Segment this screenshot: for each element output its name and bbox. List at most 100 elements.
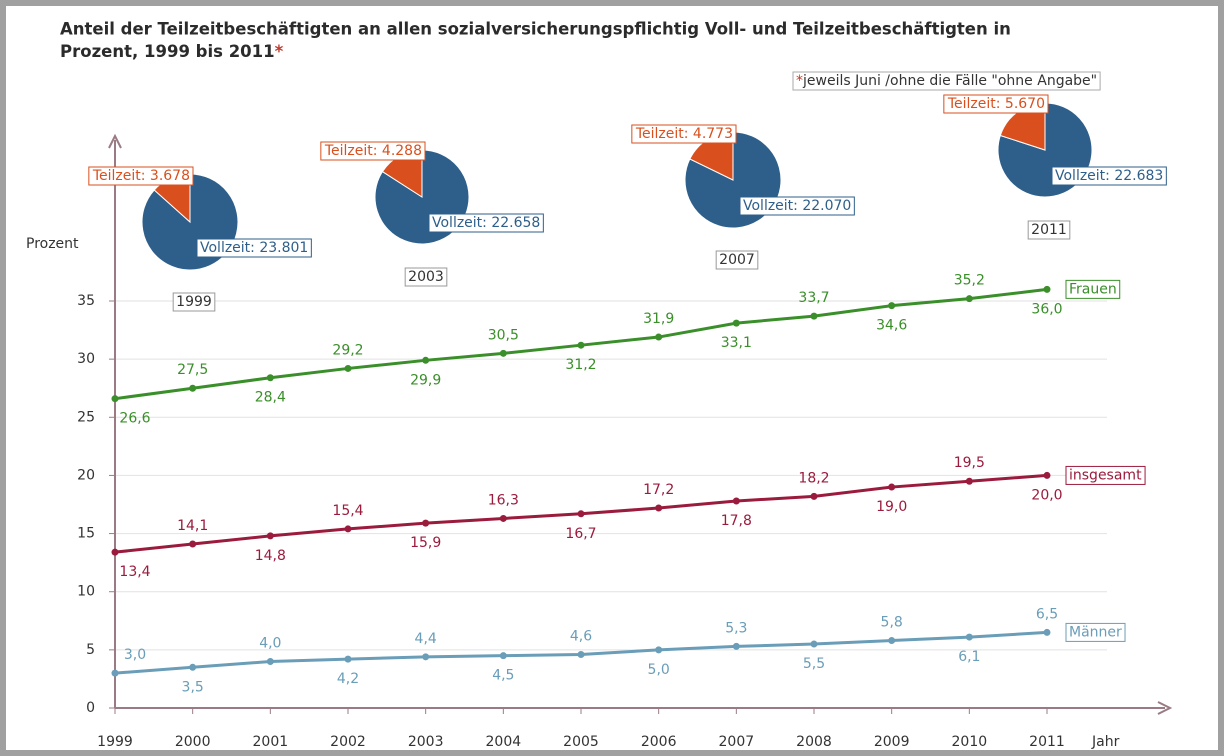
label-box bbox=[1065, 279, 1121, 299]
footnote: *jeweils Juni /ohne die Fälle "ohne Anga… bbox=[796, 73, 1097, 89]
data-label: 19,0 bbox=[876, 499, 907, 515]
data-point bbox=[189, 384, 197, 392]
data-point bbox=[422, 519, 430, 527]
data-label: 4,2 bbox=[337, 671, 359, 687]
slice-label: Teilzeit: 5.670 bbox=[947, 96, 1045, 112]
data-label: 5,3 bbox=[725, 620, 747, 636]
data-label: 33,7 bbox=[798, 290, 829, 306]
y-tick-label: 5 bbox=[86, 642, 95, 658]
data-point bbox=[577, 651, 585, 659]
data-label: 15,4 bbox=[332, 503, 363, 519]
data-point bbox=[965, 295, 973, 303]
footnote-marker: * bbox=[275, 42, 284, 61]
data-point bbox=[655, 504, 663, 512]
data-point bbox=[965, 477, 973, 485]
data-point bbox=[189, 663, 197, 671]
slice-label: Teilzeit: 3.678 bbox=[92, 168, 190, 184]
data-label: 5,0 bbox=[648, 662, 670, 678]
chart-title: Anteil der Teilzeitbeschäftigten an alle… bbox=[60, 20, 1011, 39]
data-point bbox=[422, 653, 430, 661]
data-point bbox=[266, 532, 274, 540]
x-tick-label: 2006 bbox=[641, 734, 677, 750]
label-box bbox=[88, 166, 194, 186]
slice-label: Teilzeit: 4.288 bbox=[324, 143, 422, 159]
data-point bbox=[266, 374, 274, 382]
data-point bbox=[499, 652, 507, 660]
data-label: 4,5 bbox=[492, 668, 514, 684]
data-label: 4,6 bbox=[570, 629, 592, 645]
label-box bbox=[320, 141, 426, 161]
x-tick-label: 2008 bbox=[796, 734, 832, 750]
data-label: 29,9 bbox=[410, 372, 441, 388]
data-label: 5,8 bbox=[881, 615, 903, 631]
data-label: 34,6 bbox=[876, 318, 907, 334]
data-label: 33,1 bbox=[721, 335, 752, 351]
data-point bbox=[810, 640, 818, 648]
slice-label: Vollzeit: 22.070 bbox=[743, 198, 851, 214]
legend-label: Frauen bbox=[1069, 281, 1117, 297]
data-label: 5,5 bbox=[803, 656, 825, 672]
y-tick-label: 35 bbox=[77, 293, 95, 309]
label-box bbox=[172, 292, 216, 312]
data-point bbox=[422, 356, 430, 364]
x-tick-label: 2009 bbox=[874, 734, 910, 750]
data-label: 29,2 bbox=[332, 342, 363, 358]
data-label: 3,5 bbox=[182, 679, 204, 695]
y-axis-label: Prozent bbox=[26, 236, 79, 252]
slice-label: Vollzeit: 22.683 bbox=[1055, 168, 1163, 184]
data-point bbox=[1043, 285, 1051, 293]
y-tick-label: 25 bbox=[77, 409, 95, 425]
data-point bbox=[111, 395, 119, 403]
legend-label: Männer bbox=[1069, 624, 1122, 640]
data-label: 20,0 bbox=[1031, 487, 1062, 503]
x-axis-label: Jahr bbox=[1091, 734, 1120, 750]
x-tick-label: 2004 bbox=[486, 734, 522, 750]
x-axis-arrow bbox=[1157, 701, 1173, 715]
data-label: 3,0 bbox=[124, 647, 146, 663]
label-box bbox=[1065, 465, 1146, 485]
legend-label: insgesamt bbox=[1069, 467, 1142, 483]
data-point bbox=[732, 319, 740, 327]
x-tick-label: 2007 bbox=[719, 734, 755, 750]
y-tick-label: 15 bbox=[77, 526, 95, 542]
data-point bbox=[111, 548, 119, 556]
label-box bbox=[404, 267, 448, 287]
y-tick-label: 10 bbox=[77, 584, 95, 600]
footnote-marker: * bbox=[796, 73, 803, 89]
label-box bbox=[196, 238, 312, 258]
data-label: 26,6 bbox=[119, 411, 150, 427]
data-label: 6,5 bbox=[1036, 606, 1058, 622]
label-box bbox=[715, 250, 759, 270]
data-label: 16,7 bbox=[565, 526, 596, 542]
slice-label: Vollzeit: 23.801 bbox=[200, 240, 308, 256]
data-label: 35,2 bbox=[954, 273, 985, 289]
data-label: 18,2 bbox=[798, 470, 829, 486]
data-point bbox=[655, 333, 663, 341]
data-point bbox=[888, 483, 896, 491]
data-label: 28,4 bbox=[255, 390, 286, 406]
x-tick-label: 2011 bbox=[1029, 734, 1065, 750]
label-box bbox=[1027, 220, 1071, 240]
pie-title: 2011 bbox=[1031, 222, 1067, 238]
data-point bbox=[1043, 628, 1051, 636]
data-label: 16,3 bbox=[488, 492, 519, 508]
data-label: 36,0 bbox=[1031, 301, 1062, 317]
data-point bbox=[111, 669, 119, 677]
label-box bbox=[1065, 622, 1126, 642]
x-tick-label: 2001 bbox=[253, 734, 289, 750]
chart-title: Prozent, 1999 bis 2011 bbox=[60, 42, 275, 61]
data-label: 17,2 bbox=[643, 482, 674, 498]
data-point bbox=[577, 341, 585, 349]
slice-label: Teilzeit: 4.773 bbox=[635, 126, 733, 142]
data-point bbox=[344, 364, 352, 372]
data-point bbox=[577, 510, 585, 518]
label-box bbox=[631, 124, 737, 144]
data-point bbox=[732, 497, 740, 505]
label-box bbox=[792, 71, 1101, 91]
chart-title: Prozent, 1999 bis 2011* bbox=[60, 42, 284, 61]
data-label: 14,1 bbox=[177, 518, 208, 534]
x-tick-label: 2005 bbox=[563, 734, 599, 750]
footnote-text: jeweils Juni /ohne die Fälle "ohne Angab… bbox=[802, 73, 1097, 89]
data-label: 17,8 bbox=[721, 513, 752, 529]
